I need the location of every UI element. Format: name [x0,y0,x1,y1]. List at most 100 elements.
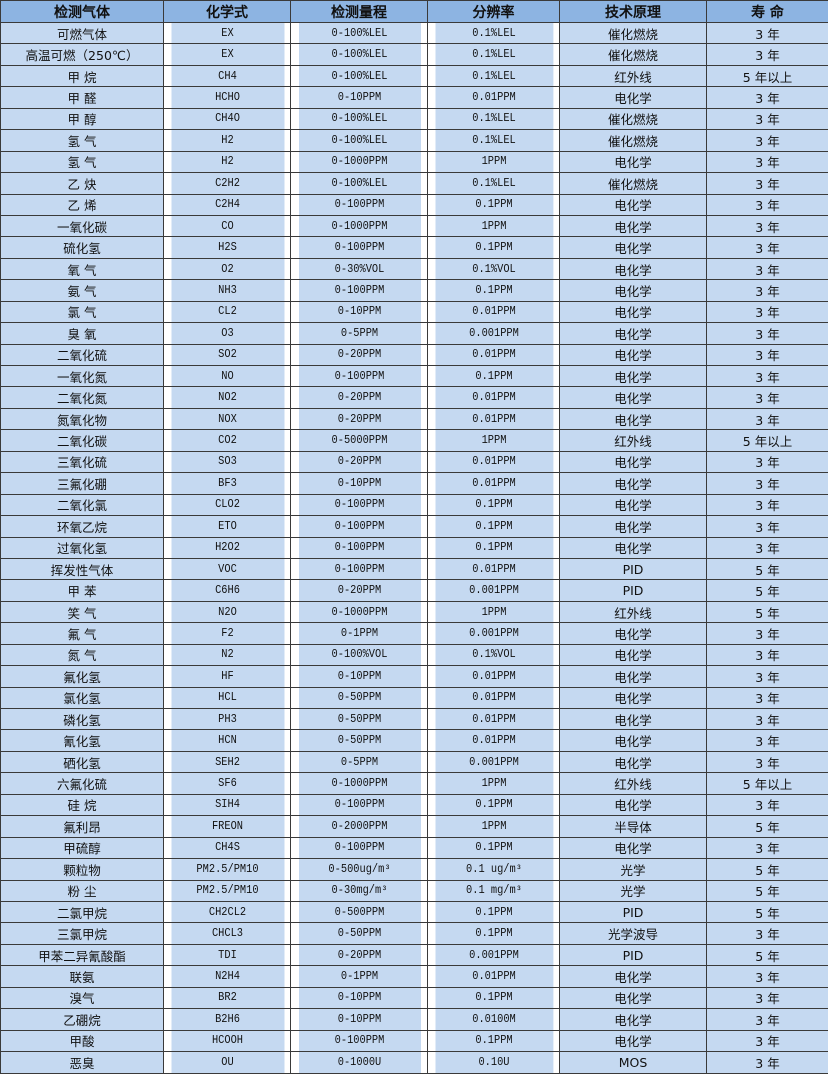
resolution-cell: 0.1%LEL [433,129,554,152]
formula-cell: CO [169,214,285,238]
formula-cell: CH2CL2 [169,900,285,924]
formula-cell: VOC [169,557,285,581]
lifespan-cell: 5 年 [706,815,828,838]
principle-cell: 电化学 [559,622,707,645]
formula-cell: PH3 [169,707,285,731]
resolution-cell: 0.01PPM [433,557,554,581]
principle-cell: 电化学 [559,986,707,1010]
gas-name-cell: 甲 醛 [0,86,164,109]
range-cell: 0-100%LEL [296,21,422,45]
formula-cell: CHCL3 [169,922,285,945]
gas-name-cell: 可燃气体 [0,21,164,45]
table-row: 二氧化氯 CLO2 0-100PPM 0.1PPM 电化学 3 年 [0,493,828,517]
lifespan-cell: 3 年 [706,922,828,945]
lifespan-cell: 3 年 [706,407,828,431]
table-row: 过氧化氢 H2O2 0-100PPM 0.1PPM 电化学 3 年 [0,536,828,559]
resolution-cell: 1PPM [433,772,554,795]
range-cell: 0-20PPM [296,579,422,602]
principle-cell: 红外线 [559,64,707,88]
resolution-cell: 0.1%LEL [433,107,554,131]
principle-cell: 电化学 [559,686,707,710]
formula-cell: ETO [169,515,285,538]
formula-cell: OU [169,1051,285,1074]
formula-cell: N2H4 [169,965,285,988]
formula-cell: H2 [169,150,285,174]
resolution-cell: 0.01PPM [433,686,554,710]
lifespan-cell: 5 年以上 [706,64,828,88]
lifespan-cell: 3 年 [706,986,828,1010]
gas-name-cell: 氟利昂 [0,815,164,838]
principle-cell: 电化学 [559,193,707,216]
resolution-cell: 0.1PPM [433,536,554,559]
principle-cell: 电化学 [559,793,707,817]
gas-name-cell: 氧 气 [0,257,164,281]
formula-cell: CL2 [169,300,285,324]
range-cell: 0-100PPM [296,493,422,517]
lifespan-cell: 3 年 [706,43,828,66]
lifespan-cell: 3 年 [706,257,828,281]
resolution-cell: 0.01PPM [433,707,554,731]
table-row: 二氧化碳 CO2 0-5000PPM 1PPM 红外线 5 年以上 [0,429,828,452]
header-gas: 检测气体 [0,0,164,23]
formula-cell: SEH2 [169,750,285,774]
lifespan-cell: 3 年 [706,193,828,216]
gas-name-cell: 粉 尘 [0,879,164,902]
gas-name-cell: 氰化氢 [0,729,164,752]
principle-cell: 电化学 [559,150,707,174]
table-row: 氰化氢 HCN 0-50PPM 0.01PPM 电化学 3 年 [0,729,828,752]
table-row: 磷化氢 PH3 0-50PPM 0.01PPM 电化学 3 年 [0,707,828,731]
resolution-cell: 0.1PPM [433,279,554,302]
range-cell: 0-20PPM [296,450,422,474]
lifespan-cell: 3 年 [706,214,828,238]
formula-cell: PM2.5/PM10 [169,879,285,902]
formula-cell: O3 [169,322,285,345]
gas-name-cell: 氢 气 [0,129,164,152]
range-cell: 0-50PPM [296,729,422,752]
table-row: 氢 气 H2 0-1000PPM 1PPM 电化学 3 年 [0,150,828,174]
table-row: 氮氧化物 NOX 0-20PPM 0.01PPM 电化学 3 年 [0,407,828,431]
gas-name-cell: 氯 气 [0,300,164,324]
resolution-cell: 0.1PPM [433,236,554,259]
principle-cell: MOS [559,1051,707,1074]
principle-cell: 电化学 [559,493,707,517]
resolution-cell: 0.1PPM [433,836,554,860]
lifespan-cell: 3 年 [706,1008,828,1031]
resolution-cell: 0.001PPM [433,579,554,602]
range-cell: 0-100PPM [296,193,422,216]
table-row: 氮 气 N2 0-100%VOL 0.1%VOL 电化学 3 年 [0,643,828,667]
formula-cell: HF [169,665,285,688]
gas-name-cell: 挥发性气体 [0,557,164,581]
formula-cell: CH4S [169,836,285,860]
gas-name-cell: 溴气 [0,986,164,1010]
principle-cell: 电化学 [559,515,707,538]
gas-name-cell: 氯化氢 [0,686,164,710]
table-row: 笑 气 N2O 0-1000PPM 1PPM 红外线 5 年 [0,600,828,624]
lifespan-cell: 3 年 [706,343,828,367]
formula-cell: C2H4 [169,193,285,216]
resolution-cell: 1PPM [433,429,554,452]
table-row: 一氧化氮 NO 0-100PPM 0.1PPM 电化学 3 年 [0,364,828,388]
resolution-cell: 0.01PPM [433,665,554,688]
range-cell: 0-1000U [296,1051,422,1074]
resolution-cell: 0.1 mg/m³ [433,879,554,902]
resolution-cell: 0.1PPM [433,900,554,924]
formula-cell: H2O2 [169,536,285,559]
gas-name-cell: 乙 炔 [0,172,164,195]
table-row: 氧 气 O2 0-30%VOL 0.1%VOL 电化学 3 年 [0,257,828,281]
table-row: 硅 烷 SIH4 0-100PPM 0.1PPM 电化学 3 年 [0,793,828,817]
table-row: 溴气 BR2 0-10PPM 0.1PPM 电化学 3 年 [0,986,828,1010]
range-cell: 0-2000PPM [296,815,422,838]
principle-cell: 电化学 [559,536,707,559]
gas-name-cell: 甲 烷 [0,64,164,88]
principle-cell: 光学 [559,858,707,881]
gas-name-cell: 氨 气 [0,279,164,302]
table-row: 三氯甲烷 CHCL3 0-50PPM 0.1PPM 光学波导 3 年 [0,922,828,945]
range-cell: 0-1000PPM [296,214,422,238]
gas-name-cell: 三氧化硫 [0,450,164,474]
table-row: 氟 气 F2 0-1PPM 0.001PPM 电化学 3 年 [0,622,828,645]
table-row: 二氯甲烷 CH2CL2 0-500PPM 0.1PPM PID 5 年 [0,900,828,924]
resolution-cell: 0.1%LEL [433,64,554,88]
formula-cell: NO2 [169,386,285,409]
resolution-cell: 0.1 ug/m³ [433,858,554,881]
range-cell: 0-100%LEL [296,43,422,66]
